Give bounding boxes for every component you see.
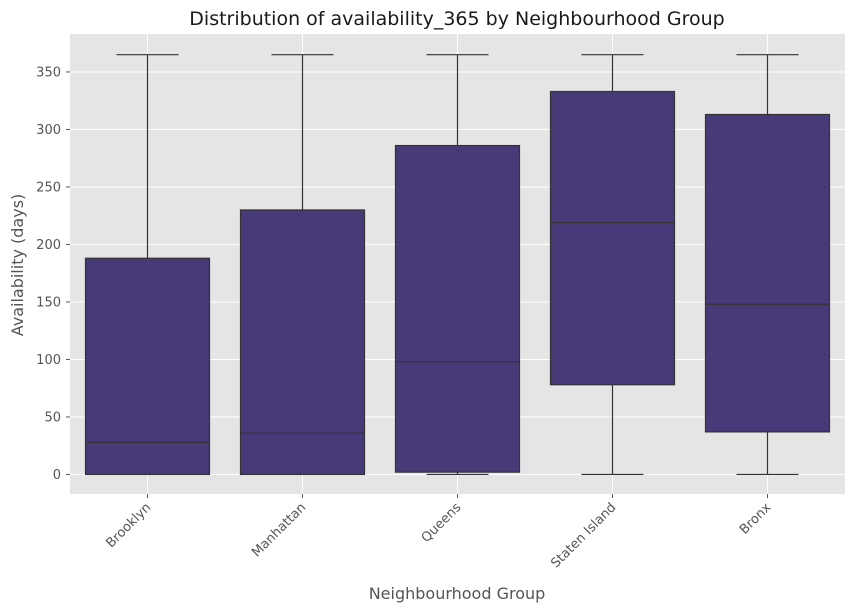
y-tick-label: 250 [36, 180, 61, 195]
y-axis-ticks: 0 50 100 150 200 250 300 350 [36, 65, 70, 483]
box-series [84, 54, 831, 476]
y-tick-label: 350 [36, 65, 61, 80]
y-tick-label: 50 [44, 410, 61, 425]
box-queens [394, 144, 521, 473]
y-tick-label: 0 [53, 468, 61, 483]
y-tick-label: 300 [36, 123, 61, 138]
box-manhattan [239, 209, 366, 476]
x-tick-label: Staten Island [548, 500, 619, 571]
y-tick-label: 200 [36, 238, 61, 253]
y-axis-label: Availability (days) [8, 194, 27, 337]
x-tick-label: Bronx [737, 500, 775, 538]
chart-title: Distribution of availability_365 by Neig… [189, 8, 724, 30]
box-staten-island [549, 90, 676, 386]
x-tick-label: Brooklyn [103, 500, 154, 551]
x-tick-label: Queens [419, 500, 465, 546]
box-brooklyn [84, 257, 211, 476]
x-axis-label: Neighbourhood Group [369, 584, 546, 603]
x-tick-label: Manhattan [249, 500, 309, 560]
y-tick-label: 100 [36, 353, 61, 368]
y-tick-label: 150 [36, 295, 61, 310]
x-axis-ticks: Brooklyn Manhattan Queens Staten Island Bron… [103, 494, 775, 571]
box-bronx [704, 113, 831, 433]
